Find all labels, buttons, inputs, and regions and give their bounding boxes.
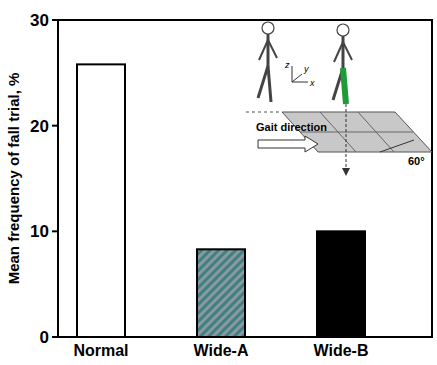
y-tick — [52, 336, 58, 338]
annotation: y — [303, 64, 309, 74]
x-tick-label: Wide-B — [314, 342, 369, 359]
y-tick — [52, 230, 58, 232]
figure-body — [267, 34, 270, 66]
y-tick-label: 10 — [30, 222, 49, 241]
figure-body — [342, 36, 345, 68]
figure-head — [262, 22, 274, 34]
y-axis-title: Mean frequency of fall trial, % — [5, 73, 22, 285]
angle-line — [380, 140, 414, 152]
figure-leg — [268, 66, 271, 102]
figure-arm — [334, 42, 343, 62]
force-arrowhead — [342, 168, 350, 176]
y-tick-label: 20 — [30, 117, 49, 136]
y-tick — [52, 19, 58, 21]
annotation: x — [309, 78, 315, 88]
plot-frame — [58, 20, 432, 337]
bar — [77, 64, 125, 337]
annotation: z — [284, 60, 290, 70]
bar — [197, 249, 245, 337]
bars — [77, 64, 365, 337]
figure-arm — [259, 40, 268, 60]
figure-leg — [343, 68, 346, 104]
figure-leg — [258, 66, 268, 98]
bar — [317, 231, 365, 337]
inset-illustration: Gait direction 60° xy z — [246, 22, 432, 176]
chart-container: 0 10 20 30 Normal Wide-A Wide-B Mean frequency … — [0, 0, 437, 365]
figure-arm — [343, 42, 352, 60]
force-line — [346, 104, 347, 172]
axis-y — [292, 74, 302, 82]
annotation: Gait direction — [256, 121, 327, 133]
figure-arm — [268, 40, 277, 58]
guide-line — [246, 112, 282, 113]
axis-z — [292, 66, 293, 82]
annotation: 60° — [408, 155, 425, 167]
y-tick-label: 30 — [30, 11, 49, 30]
x-tick-label: Wide-A — [194, 342, 249, 359]
x-tick-label: Normal — [73, 342, 128, 359]
figure-head — [337, 24, 349, 36]
gait-arrow — [258, 136, 318, 152]
chart-svg: 0 10 20 30 Normal Wide-A Wide-B Mean frequency … — [0, 0, 437, 365]
y-tick-label: 0 — [40, 328, 49, 347]
axis-x — [292, 82, 308, 83]
y-tick — [52, 125, 58, 127]
